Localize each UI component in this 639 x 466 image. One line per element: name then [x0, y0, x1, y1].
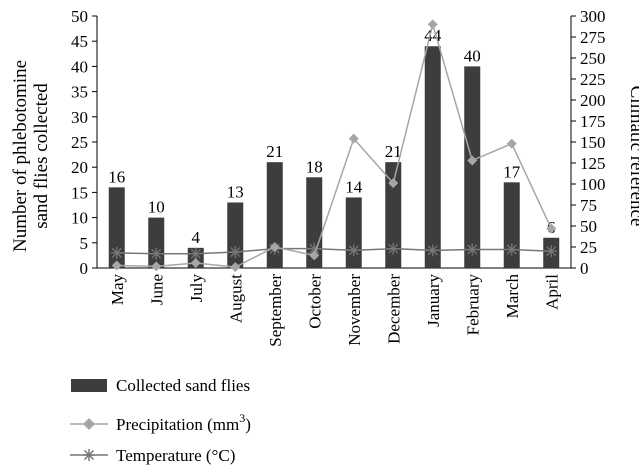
legend-bar-swatch — [71, 379, 107, 392]
precipitation-point — [309, 250, 320, 261]
left-tick-label: 20 — [71, 158, 88, 177]
chart-frame — [96, 16, 572, 269]
precipitation-point — [269, 242, 280, 252]
precipitation-point — [190, 257, 201, 268]
legend-diamond-marker — [83, 418, 95, 430]
right-tick-label: 0 — [580, 259, 589, 278]
right-tick-label: 275 — [580, 28, 606, 47]
legend-asterisk-marker — [83, 449, 95, 461]
precipitation-point — [388, 178, 399, 189]
category-label: May — [108, 274, 127, 306]
bar — [464, 66, 481, 269]
bar-data-label: 40 — [464, 46, 481, 65]
bar — [424, 46, 441, 268]
right-tick-label: 250 — [580, 49, 606, 68]
right-tick-label: 50 — [580, 217, 597, 236]
left-tick-label: 5 — [80, 234, 89, 253]
right-axis-ticks: 0 25 50 75 100 125 150 175 200 225 250 275 300 — [571, 7, 606, 278]
right-tick-label: 175 — [580, 112, 606, 131]
category-label: February — [463, 274, 482, 336]
left-tick-label: 30 — [71, 108, 88, 127]
precipitation-point — [348, 133, 359, 144]
left-tick-label: 10 — [71, 209, 88, 228]
right-tick-label: 100 — [580, 175, 606, 194]
temperature-point — [387, 242, 400, 255]
precipitation-point — [151, 261, 162, 272]
bar-data-label: 21 — [385, 142, 402, 161]
series-line — [116, 247, 552, 255]
temperature-point — [545, 245, 558, 258]
legend-label-temperature: Temperature (°C) — [116, 446, 235, 465]
bar-data-label: 18 — [306, 157, 323, 176]
precipitation-point — [506, 138, 517, 149]
right-tick-label: 25 — [580, 238, 597, 257]
left-tick-label: 35 — [71, 83, 88, 102]
category-label: March — [503, 274, 522, 319]
temperature-point — [505, 243, 518, 256]
bar-data-label: 10 — [148, 198, 165, 217]
bar-data-label: 21 — [266, 142, 283, 161]
category-label: January — [424, 274, 443, 327]
temperature-point — [347, 244, 360, 257]
category-label: December — [384, 274, 403, 344]
precipitation-point — [467, 155, 478, 166]
bar — [266, 162, 283, 268]
left-tick-label: 45 — [71, 32, 88, 51]
right-tick-label: 300 — [580, 7, 606, 26]
category-label: September — [266, 274, 285, 347]
bar — [503, 182, 520, 268]
bar-data-label: 4 — [192, 228, 201, 247]
precipitation-point — [230, 262, 241, 273]
precipitation-point — [546, 223, 557, 234]
category-label: October — [305, 274, 324, 329]
left-tick-label: 15 — [71, 183, 88, 202]
left-axis-title-line2: sand flies collected — [31, 83, 52, 229]
right-tick-label: 150 — [580, 133, 606, 152]
temperature-point — [110, 246, 123, 259]
category-label: April — [542, 274, 561, 310]
temperature-point — [189, 247, 202, 260]
legend: Collected sand flies Precipitation (mm3)… — [70, 376, 251, 465]
temperature-point — [150, 247, 163, 260]
legend-label-precipitation: Precipitation (mm3) — [116, 411, 251, 434]
bar-data-label: 13 — [227, 182, 244, 201]
bar-data-label: 17 — [503, 162, 521, 181]
right-axis-title: Climatic reference — [626, 86, 639, 227]
line-series — [110, 19, 558, 273]
temperature-point — [466, 243, 479, 256]
legend-label-sand-flies: Collected sand flies — [116, 376, 250, 395]
category-label: June — [147, 274, 166, 305]
bar-data-label: 16 — [108, 167, 125, 186]
bar — [227, 202, 244, 268]
precipitation-point — [427, 19, 438, 30]
temperature-point — [229, 246, 242, 259]
bar — [148, 217, 165, 268]
left-axis-ticks: 0 5 10 15 20 25 30 35 40 45 50 — [71, 7, 97, 278]
right-tick-label: 75 — [580, 196, 597, 215]
left-tick-label: 0 — [80, 259, 89, 278]
category-label: July — [187, 274, 206, 303]
left-tick-label: 25 — [71, 133, 88, 152]
bar — [385, 162, 402, 268]
right-tick-label: 200 — [580, 91, 606, 110]
bar — [345, 197, 362, 268]
precipitation-point — [111, 260, 122, 271]
category-label: November — [345, 274, 364, 346]
right-tick-label: 125 — [580, 154, 606, 173]
bar-series: 1610413211814214440176 — [108, 26, 560, 269]
temperature-point — [426, 244, 439, 257]
series-line — [116, 21, 552, 268]
right-tick-label: 225 — [580, 70, 606, 89]
category-labels: May June July August September October Novembe… — [108, 274, 562, 347]
left-axis-title-line1: Number of phlebotomine — [10, 60, 31, 252]
bar-data-label: 14 — [345, 177, 363, 196]
left-tick-label: 40 — [71, 57, 88, 76]
bar — [108, 187, 125, 268]
left-tick-label: 50 — [71, 7, 88, 26]
category-label: August — [226, 274, 245, 323]
